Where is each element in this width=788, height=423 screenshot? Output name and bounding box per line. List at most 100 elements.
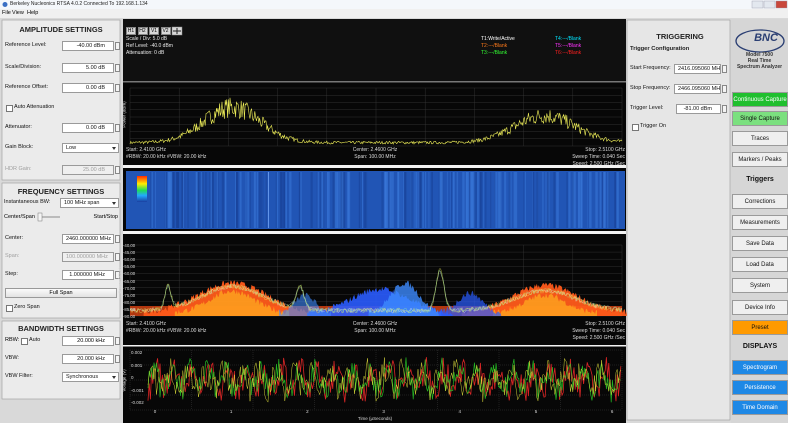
checkbox-label: Trigger On <box>640 123 666 129</box>
spinner[interactable] <box>115 64 120 72</box>
spectrogram-streak <box>558 172 559 228</box>
menu-item[interactable]: View <box>12 10 24 16</box>
window-control <box>764 1 775 8</box>
spectrogram-streak <box>276 172 277 228</box>
spectrogram-streak <box>281 172 283 228</box>
spectrogram-streak <box>182 172 183 228</box>
sidebar-button[interactable]: Markers / Peaks <box>732 152 788 167</box>
display-button[interactable]: V2 <box>161 27 171 35</box>
sidebar-button[interactable]: Spectrogram <box>732 360 788 375</box>
sidebar-button[interactable]: Measurements <box>732 215 788 230</box>
footer-text: Center: 2.4600 GHz <box>325 321 425 327</box>
checkbox[interactable] <box>6 305 13 312</box>
spectrogram-streak <box>573 172 574 228</box>
checkbox[interactable] <box>6 105 13 112</box>
spectrogram-streak <box>546 172 547 228</box>
field-label: Scale/Division: <box>5 64 41 70</box>
spectrogram-streak <box>499 172 500 228</box>
spinner[interactable] <box>115 42 120 50</box>
trace-status: T2:---/Blank <box>481 43 507 49</box>
spectrogram <box>126 171 625 229</box>
spinner[interactable] <box>115 337 120 345</box>
spinner[interactable] <box>115 84 120 92</box>
footer-text: Center: 2.4600 GHz <box>325 147 425 153</box>
sidebar-button[interactable]: Corrections <box>732 194 788 209</box>
dropdown[interactable]: 100 MHz span <box>60 198 119 208</box>
button[interactable]: Full Span <box>5 288 117 298</box>
spectrogram-streak <box>451 172 452 228</box>
spectrogram-streak <box>447 172 448 228</box>
input-field[interactable]: 20.000 kHz <box>62 354 114 364</box>
spinner[interactable] <box>115 355 120 363</box>
menu-item[interactable]: File <box>2 10 11 16</box>
input-field[interactable]: -40.00 dBm <box>62 41 114 51</box>
spectrogram-streak <box>568 172 570 228</box>
spinner[interactable] <box>115 235 120 243</box>
spectrogram-streak <box>404 172 406 228</box>
input-field[interactable]: 2460.000000 MHz <box>62 234 114 244</box>
y-tick-label: -0.002 <box>131 400 144 405</box>
x-tick-label: 3 <box>379 409 389 414</box>
sidebar-button[interactable]: Single Capture <box>732 111 788 126</box>
divider <box>123 231 626 234</box>
display-button[interactable]: H1 <box>126 27 136 35</box>
window-control <box>776 1 787 8</box>
spectrogram-streak <box>509 172 511 228</box>
spectrogram-streak <box>222 172 225 228</box>
sidebar-button[interactable]: Persistence <box>732 380 788 395</box>
spinner[interactable] <box>722 65 727 73</box>
input-field[interactable]: -81.00 dBm <box>676 104 721 114</box>
menu-item[interactable]: Help <box>27 10 38 16</box>
input-field[interactable]: 0.00 dB <box>62 83 114 93</box>
app-icon <box>3 2 8 7</box>
spinner[interactable] <box>115 166 120 174</box>
spectrogram-streak <box>532 172 533 228</box>
y-tick-label: -90.00 <box>123 314 135 319</box>
sidebar-header: Triggers <box>732 173 788 188</box>
checkbox[interactable] <box>632 124 639 131</box>
input-field[interactable]: 2466.095060 MHz <box>674 84 721 94</box>
spectrogram-streak <box>595 172 598 228</box>
input-field[interactable]: 100.000000 MHz <box>62 252 114 262</box>
checkbox[interactable] <box>21 338 28 345</box>
input-field[interactable]: 5.00 dB <box>62 63 114 73</box>
spectrogram-streak <box>472 172 474 228</box>
spinner[interactable] <box>115 124 120 132</box>
subtitle: Trigger Configuration <box>630 46 689 52</box>
input-field[interactable]: 2416.095060 MHz <box>674 64 721 74</box>
sidebar-button[interactable]: Traces <box>732 131 788 146</box>
section-title: AMPLITUDE SETTINGS <box>6 25 116 34</box>
spectrogram-streak <box>495 172 496 228</box>
display-button[interactable]: V1 <box>149 27 159 35</box>
spinner[interactable] <box>722 85 727 93</box>
spectrogram-streak <box>615 172 616 228</box>
checkbox-label: Auto <box>29 337 40 343</box>
input-field[interactable]: 25.00 dB <box>62 165 114 175</box>
spectrogram-streak <box>608 172 609 228</box>
spinner[interactable] <box>722 105 727 113</box>
x-tick-label: 5 <box>531 409 541 414</box>
spectrogram-streak <box>333 172 335 228</box>
input-field[interactable]: 20.000 kHz <box>62 336 114 346</box>
spectrogram-streak <box>389 172 390 228</box>
input-field[interactable]: 0.00 dB <box>62 123 114 133</box>
model-text: Spectrum Analyzer <box>731 64 788 70</box>
spectrogram-streak <box>168 172 169 228</box>
spectrogram-streak <box>382 172 383 228</box>
sidebar-button[interactable]: Time Domain <box>732 400 788 415</box>
section-title: TRIGGERING <box>632 32 728 41</box>
sidebar-button[interactable]: Continuous Capture <box>732 92 788 107</box>
sidebar-button[interactable]: Save Data <box>732 236 788 251</box>
input-field[interactable]: 1.000000 MHz <box>62 270 114 280</box>
sidebar-button[interactable]: Preset <box>732 320 788 335</box>
sidebar-button[interactable]: Load Data <box>732 257 788 272</box>
dropdown[interactable]: Low <box>62 143 119 153</box>
sidebar-button[interactable]: Device Info <box>732 300 788 315</box>
display-button[interactable]: H2 <box>138 27 148 35</box>
dropdown[interactable]: Synchronous <box>62 372 119 382</box>
spectrogram-streak <box>429 172 430 228</box>
spectrogram-streak <box>483 172 484 228</box>
sidebar-button[interactable]: System <box>732 278 788 293</box>
spectrogram-streak <box>547 172 549 228</box>
spectrogram-streak <box>348 172 349 228</box>
